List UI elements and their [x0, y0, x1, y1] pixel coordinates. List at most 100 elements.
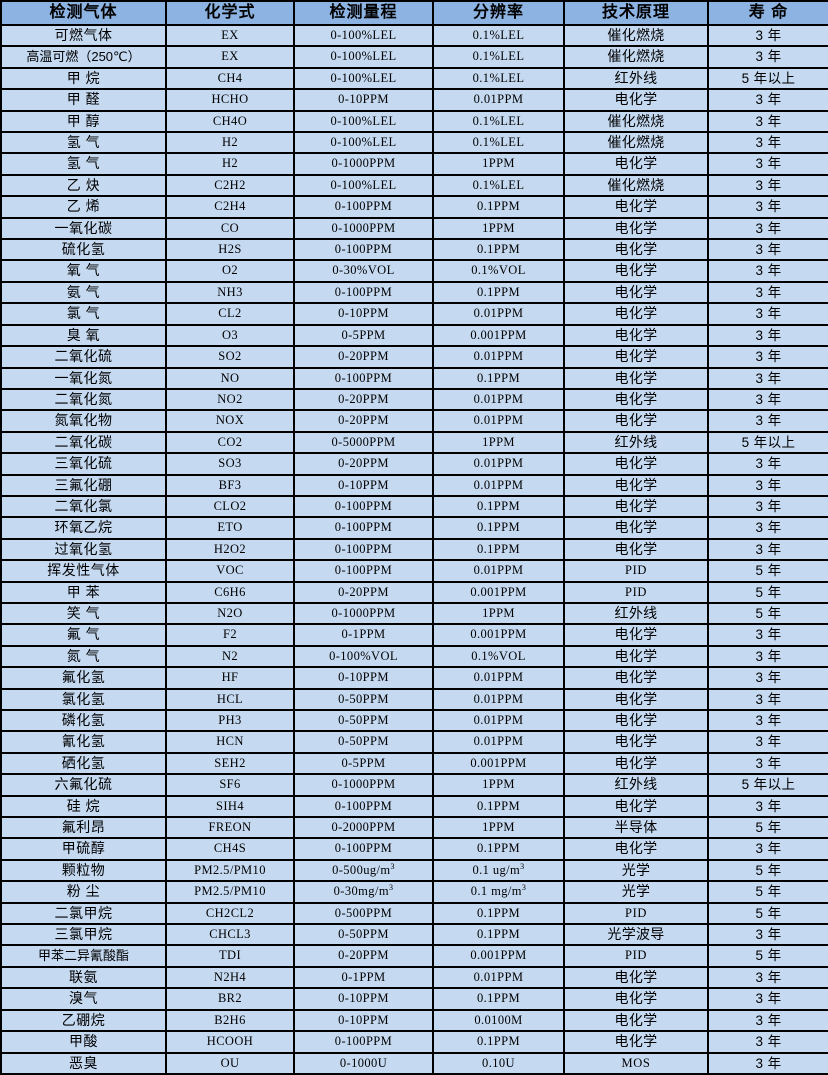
- cell-resolution: 0.1 ug/m3: [432, 859, 565, 883]
- cell-life: 5 年: [707, 817, 828, 840]
- cell-range: 0-1000PPM: [293, 217, 434, 241]
- cell-tech: 电化学: [563, 966, 709, 990]
- cell-gas: 联氨: [0, 966, 167, 990]
- table-row: 可燃气体 EX 0-100%LEL 0.1%LEL 催化燃烧 3 年: [0, 25, 828, 48]
- cell-life: 3 年: [707, 46, 828, 69]
- cell-formula: CH2CL2: [165, 902, 295, 926]
- cell-range: 0-20PPM: [293, 453, 434, 476]
- column-header-range: 检测量程: [293, 1, 434, 26]
- table-row: 三氧化硫 SO3 0-20PPM 0.01PPM 电化学 3 年: [0, 453, 828, 476]
- cell-range: 0-30%VOL: [293, 260, 434, 283]
- cell-range: 0-100%LEL: [293, 174, 434, 198]
- cell-life: 3 年: [707, 645, 828, 669]
- cell-formula: C6H6: [165, 581, 295, 604]
- cell-tech: 电化学: [563, 752, 709, 776]
- cell-tech: 光学: [563, 881, 709, 904]
- cell-gas: 甲酸: [0, 1031, 167, 1054]
- cell-resolution: 0.1PPM: [432, 838, 565, 861]
- table-row: 硫化氢 H2S 0-100PPM 0.1PPM 电化学 3 年: [0, 239, 828, 262]
- cell-range: 0-100PPM: [293, 239, 434, 262]
- cell-life: 3 年: [707, 838, 828, 861]
- cell-range: 0-1000PPM: [293, 602, 434, 626]
- table-row: 粉 尘 PM2.5/PM10 0-30mg/m3 0.1 mg/m3 光学 5 年: [0, 881, 828, 904]
- cell-range: 0-500PPM: [293, 902, 434, 926]
- cell-resolution: 0.001PPM: [432, 581, 565, 604]
- cell-formula: SF6: [165, 774, 295, 797]
- cell-life: 3 年: [707, 453, 828, 476]
- cell-formula: BR2: [165, 988, 295, 1011]
- cell-formula: PM2.5/PM10: [165, 859, 295, 883]
- cell-gas: 甲硫醇: [0, 838, 167, 861]
- cell-resolution: 0.01PPM: [432, 453, 565, 476]
- cell-tech: 电化学: [563, 1031, 709, 1054]
- cell-range: 0-50PPM: [293, 688, 434, 712]
- cell-resolution: 0.01PPM: [432, 388, 565, 412]
- cell-gas: 氟利昂: [0, 817, 167, 840]
- cell-range: 0-10PPM: [293, 474, 434, 497]
- cell-life: 3 年: [707, 324, 828, 348]
- cell-range: 0-100PPM: [293, 795, 434, 819]
- table-row: 二氧化氯 CLO2 0-100PPM 0.1PPM 电化学 3 年: [0, 495, 828, 519]
- cell-tech: 电化学: [563, 517, 709, 540]
- table-row: 氟 气 F2 0-1PPM 0.001PPM 电化学 3 年: [0, 624, 828, 647]
- cell-tech: 电化学: [563, 239, 709, 262]
- cell-formula: N2: [165, 645, 295, 669]
- table-row: 甲 烷 CH4 0-100%LEL 0.1%LEL 红外线 5 年以上: [0, 67, 828, 91]
- cell-tech: 催化燃烧: [563, 132, 709, 155]
- table-row: 硅 烷 SIH4 0-100PPM 0.1PPM 电化学 3 年: [0, 795, 828, 819]
- cell-tech: 电化学: [563, 495, 709, 519]
- cell-gas: 氮氧化物: [0, 410, 167, 433]
- cell-life: 5 年以上: [707, 431, 828, 455]
- table-row: 一氧化碳 CO 0-1000PPM 1PPM 电化学 3 年: [0, 217, 828, 241]
- superscript-3: 3: [388, 883, 394, 893]
- cell-range: 0-10PPM: [293, 667, 434, 690]
- table-row: 二氯甲烷 CH2CL2 0-500PPM 0.1PPM PID 5 年: [0, 902, 828, 926]
- cell-resolution: 0.01PPM: [432, 710, 565, 733]
- cell-formula: H2O2: [165, 538, 295, 562]
- cell-life: 3 年: [707, 260, 828, 283]
- cell-formula: HCN: [165, 731, 295, 754]
- cell-gas: 甲 醛: [0, 89, 167, 112]
- cell-range: 0-100PPM: [293, 538, 434, 562]
- cell-formula: SO3: [165, 453, 295, 476]
- cell-resolution: 0.1%LEL: [432, 67, 565, 91]
- cell-range: 0-100%LEL: [293, 25, 434, 48]
- cell-range: 0-20PPM: [293, 581, 434, 604]
- cell-resolution: 0.1PPM: [432, 239, 565, 262]
- cell-life: 3 年: [707, 538, 828, 562]
- cell-tech: 电化学: [563, 1009, 709, 1033]
- table-row: 甲 苯 C6H6 0-20PPM 0.001PPM PID 5 年: [0, 581, 828, 604]
- cell-life: 3 年: [707, 174, 828, 198]
- cell-resolution: 0.001PPM: [432, 624, 565, 647]
- cell-life: 3 年: [707, 346, 828, 369]
- table-row: 甲酸 HCOOH 0-100PPM 0.1PPM 电化学 3 年: [0, 1031, 828, 1054]
- cell-gas: 氰化氢: [0, 731, 167, 754]
- table-row: 硒化氢 SEH2 0-5PPM 0.001PPM 电化学 3 年: [0, 752, 828, 776]
- cell-formula: H2S: [165, 239, 295, 262]
- cell-resolution: 0.01PPM: [432, 346, 565, 369]
- cell-life: 3 年: [707, 367, 828, 390]
- table-row: 氯 气 CL2 0-10PPM 0.01PPM 电化学 3 年: [0, 303, 828, 326]
- table-header: 检测气体 化学式 检测量程 分辨率 技术原理 寿 命: [0, 1, 828, 26]
- cell-range: 0-100PPM: [293, 281, 434, 305]
- cell-gas: 乙 烯: [0, 196, 167, 219]
- cell-tech: 电化学: [563, 217, 709, 241]
- cell-resolution: 1PPM: [432, 153, 565, 176]
- cell-gas: 二氧化氯: [0, 495, 167, 519]
- cell-gas: 恶臭: [0, 1052, 167, 1075]
- cell-life: 3 年: [707, 281, 828, 305]
- cell-resolution: 0.1%VOL: [432, 260, 565, 283]
- cell-formula: FREON: [165, 817, 295, 840]
- table-row: 乙硼烷 B2H6 0-10PPM 0.0100M 电化学 3 年: [0, 1009, 828, 1033]
- cell-range: 0-100PPM: [293, 560, 434, 583]
- cell-formula: CLO2: [165, 495, 295, 519]
- cell-life: 5 年: [707, 581, 828, 604]
- table-row: 六氟化硫 SF6 0-1000PPM 1PPM 红外线 5 年以上: [0, 774, 828, 797]
- cell-life: 3 年: [707, 924, 828, 947]
- header-row: 检测气体 化学式 检测量程 分辨率 技术原理 寿 命: [0, 1, 828, 26]
- cell-resolution: 0.1%LEL: [432, 110, 565, 134]
- cell-formula: H2: [165, 132, 295, 155]
- cell-formula: B2H6: [165, 1009, 295, 1033]
- cell-resolution: 1PPM: [432, 774, 565, 797]
